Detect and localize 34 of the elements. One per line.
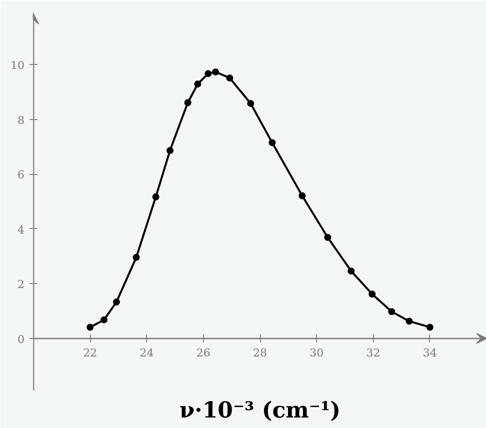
point xyxy=(100,316,108,324)
point xyxy=(348,268,355,275)
x-tick-label: 30 xyxy=(310,346,324,360)
y-tick-label: 4 xyxy=(18,223,24,236)
point xyxy=(324,234,332,241)
point xyxy=(152,193,160,200)
y-tick-label: 10 xyxy=(10,59,25,72)
x-axis-title: ν·10⁻³ (cm⁻¹) xyxy=(179,398,341,424)
point xyxy=(86,324,94,331)
y-tick-label: 8 xyxy=(18,114,24,127)
point xyxy=(166,147,174,154)
point xyxy=(388,308,396,316)
y-tick-label: 0 xyxy=(18,332,24,346)
x-tick-label: 34 xyxy=(422,346,437,360)
x-tick-label: 28 xyxy=(253,346,267,360)
point xyxy=(426,324,434,331)
x-tick-label: 26 xyxy=(196,346,210,360)
x-tick-label: 32 xyxy=(366,346,380,360)
point xyxy=(112,298,120,306)
point xyxy=(226,74,234,82)
x-tick-label: 24 xyxy=(140,346,154,360)
point xyxy=(298,192,306,200)
point xyxy=(368,290,376,298)
point xyxy=(194,80,202,88)
point xyxy=(212,68,220,76)
point xyxy=(406,318,413,325)
point xyxy=(132,254,140,261)
point xyxy=(247,100,254,107)
point xyxy=(184,99,192,106)
x-tick-label: 22 xyxy=(83,346,98,360)
point xyxy=(268,139,276,146)
y-tick-label: 2 xyxy=(18,278,24,292)
y-tick-label: 6 xyxy=(18,168,24,182)
point xyxy=(204,70,212,78)
